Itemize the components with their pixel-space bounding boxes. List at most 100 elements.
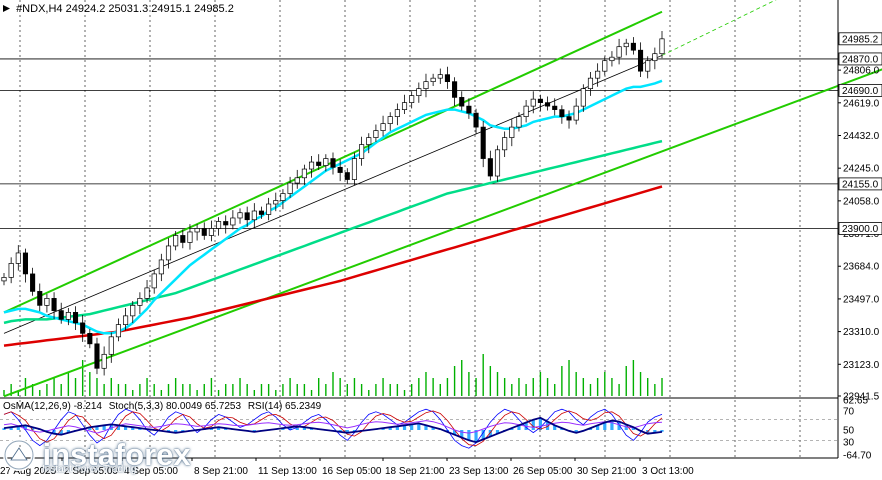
candle-body xyxy=(1,277,7,282)
candle-body xyxy=(580,88,586,107)
candle-body xyxy=(459,97,465,107)
candle-body xyxy=(251,210,257,221)
price-tick-label: 23684.0 xyxy=(843,262,880,273)
candle-body xyxy=(37,291,43,306)
osma-bar xyxy=(352,430,357,432)
osma-bar xyxy=(281,428,285,430)
candle-body xyxy=(344,172,350,180)
price-level-box xyxy=(838,177,882,191)
candle-body xyxy=(566,116,572,121)
osma-bar xyxy=(660,430,664,432)
candle-body xyxy=(187,231,193,243)
osma-bar xyxy=(653,430,657,433)
osma-bar xyxy=(288,427,292,430)
indicator-level-label: 62.65 xyxy=(843,396,868,407)
osma-bar xyxy=(59,430,63,435)
price-candles xyxy=(1,30,665,376)
candle-body xyxy=(123,315,129,325)
indicator-panel xyxy=(0,397,838,449)
candle-body xyxy=(65,312,71,320)
candle-body xyxy=(502,137,508,151)
price-tick-label: 22941.5 xyxy=(843,392,880,403)
candle-body xyxy=(559,109,565,117)
osma-bar xyxy=(216,427,221,430)
osma-bar xyxy=(417,423,421,430)
osma-bar xyxy=(495,430,500,434)
candle-body xyxy=(480,126,486,159)
triangle-icon xyxy=(3,5,10,12)
candle-body xyxy=(287,182,293,194)
osma-bar xyxy=(109,424,113,430)
osma-bar xyxy=(538,418,543,430)
osma-bar xyxy=(474,430,478,442)
candle-body xyxy=(373,130,379,138)
osma-bar xyxy=(560,428,564,430)
candle-body xyxy=(659,38,665,55)
candle-body xyxy=(401,102,408,110)
candle-body xyxy=(545,102,551,107)
candle-body xyxy=(609,56,615,62)
candle-body xyxy=(630,42,636,51)
open-value: 24924.2 xyxy=(65,3,106,15)
osma-bar xyxy=(252,430,256,432)
candle-body xyxy=(366,137,372,145)
candle-body xyxy=(394,109,400,117)
candle-body xyxy=(380,123,386,131)
candle-body xyxy=(194,228,200,233)
price-level-box xyxy=(838,52,882,66)
osma-bar xyxy=(309,428,314,430)
close-value: 24985.2 xyxy=(194,3,234,15)
axes xyxy=(0,0,839,459)
candle-body xyxy=(430,77,436,83)
price-tick-label: 24806.0 xyxy=(843,66,880,77)
rsi-label: RSI(14) 65.2349 xyxy=(247,401,322,412)
candle-body xyxy=(437,74,443,79)
osma-bar xyxy=(460,430,464,438)
osma-bar xyxy=(610,421,614,430)
indicator-level-label: 70 xyxy=(843,407,855,418)
osma-bar xyxy=(123,426,128,430)
stoch-main-line xyxy=(3,408,663,449)
candle-body xyxy=(473,112,479,128)
candle-body xyxy=(80,322,86,334)
stoch-label: Stoch(5,3,3) 80.0049 65.7253 xyxy=(108,401,242,412)
price-axis-labels: 24806.024619.024432.024245.024058.023871… xyxy=(838,32,882,462)
osma-bar xyxy=(445,430,450,432)
candle-body xyxy=(180,235,186,243)
candle-body xyxy=(137,298,143,306)
candle-body xyxy=(44,298,50,306)
indicator-header: OsMA(12,26,9) -8.214 Stoch(5,3,3) 80.004… xyxy=(3,401,325,412)
trend-channel xyxy=(3,0,882,398)
osma-bar xyxy=(209,428,214,430)
osma-bar xyxy=(131,427,135,430)
osma-bar xyxy=(467,430,471,440)
candle-body xyxy=(58,310,64,320)
candle-body xyxy=(173,235,179,247)
candle-body xyxy=(530,98,536,107)
candle-body xyxy=(452,81,458,98)
candle-body xyxy=(115,324,121,338)
osma-bar xyxy=(2,428,6,430)
price-level-box xyxy=(838,222,882,235)
time-tick-label: 26 Sep 05:00 xyxy=(513,466,573,477)
candle-body xyxy=(144,287,150,299)
channel-lower-line xyxy=(3,68,882,398)
osma-bar xyxy=(596,425,600,430)
candle-body xyxy=(130,305,136,317)
price-tick-label: 23123.0 xyxy=(843,360,880,371)
osma-bar xyxy=(617,421,621,430)
time-tick-label: 18 Sep 21:00 xyxy=(385,466,445,477)
candle-body xyxy=(595,70,601,79)
time-tick-label: 27 Aug 2025 xyxy=(0,466,57,477)
price-level-box xyxy=(838,83,882,97)
candle-body xyxy=(15,252,21,264)
osma-bar xyxy=(431,427,435,430)
candle-body xyxy=(552,105,558,110)
candle-body xyxy=(359,144,365,159)
candle-body xyxy=(645,60,651,72)
osma-bar xyxy=(31,427,35,430)
price-level-box xyxy=(838,32,882,46)
candle-body xyxy=(509,126,515,138)
candle-body xyxy=(258,210,265,215)
